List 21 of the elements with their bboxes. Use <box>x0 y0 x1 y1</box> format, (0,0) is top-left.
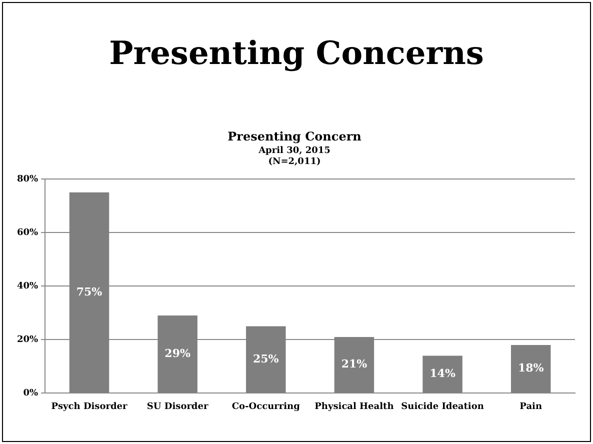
y-tick-label: 40% <box>17 281 39 292</box>
x-tick-label: SU Disorder <box>146 402 208 412</box>
y-tick-label: 20% <box>17 334 39 345</box>
x-tick-label: Physical Health <box>314 402 394 412</box>
x-tick-label: Psych Disorder <box>51 402 128 412</box>
data-label: 21% <box>341 358 368 371</box>
text: (N=2,011) <box>268 156 321 167</box>
y-tick-label: 0% <box>23 388 39 399</box>
text: April 30, 2015 <box>258 146 330 156</box>
data-label: 25% <box>252 352 280 366</box>
chart-subtitle: Presenting Concern <box>228 129 362 144</box>
data-label: 14% <box>430 367 456 380</box>
chart-title: Presenting Concerns <box>108 34 485 72</box>
data-label: 29% <box>164 346 191 360</box>
y-tick-label: 80% <box>17 174 39 184</box>
y-tick-label: 60% <box>17 228 39 238</box>
data-label: 18% <box>518 362 544 375</box>
data-label: 75% <box>76 285 103 298</box>
x-tick-label: Co-Occurring <box>232 402 301 412</box>
x-tick-label: Pain <box>520 402 542 412</box>
x-tick-label: Suicide Ideation <box>401 402 484 412</box>
